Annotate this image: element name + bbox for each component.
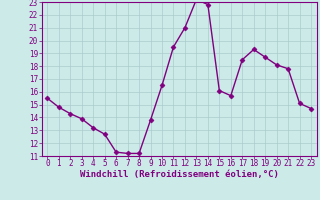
X-axis label: Windchill (Refroidissement éolien,°C): Windchill (Refroidissement éolien,°C) xyxy=(80,170,279,179)
